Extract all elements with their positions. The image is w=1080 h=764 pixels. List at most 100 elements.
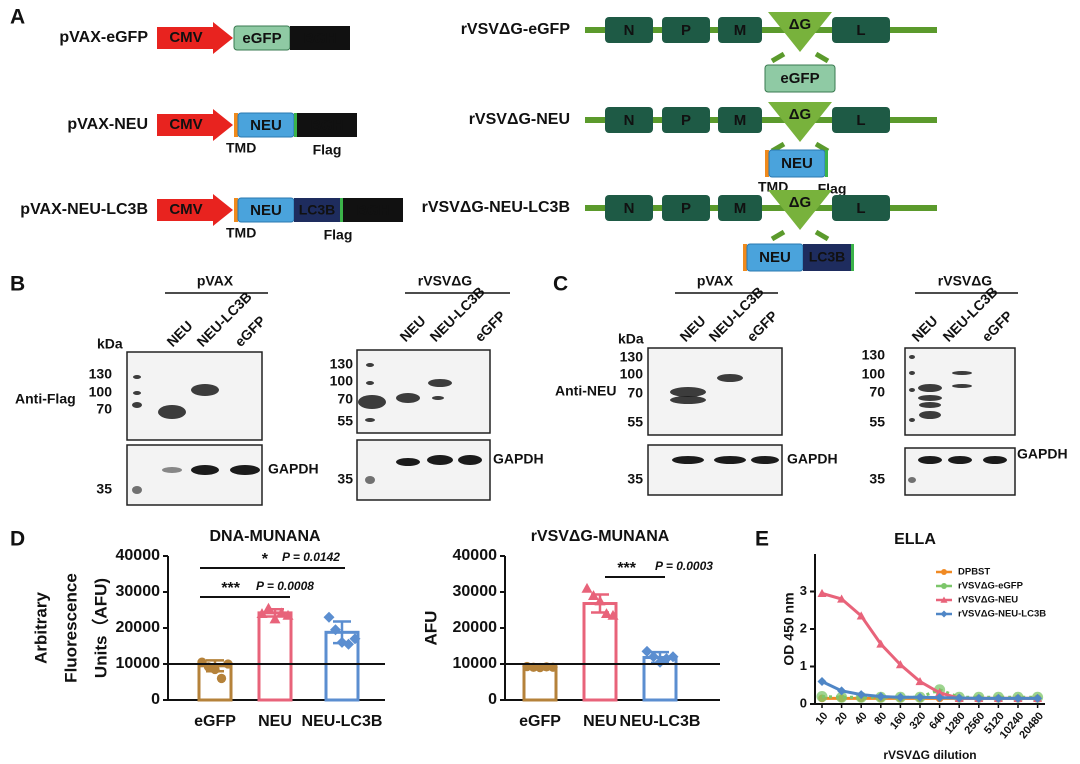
- marker-label: 55: [627, 414, 643, 430]
- blot-membrane: [904, 347, 1016, 436]
- data-point: [895, 692, 905, 702]
- blot-band: [918, 395, 942, 401]
- data-point: [588, 590, 599, 600]
- gene-label: M: [734, 112, 747, 129]
- gene-box: [605, 107, 653, 133]
- fusion-label: LC3B: [299, 202, 336, 218]
- marker-label: 35: [627, 471, 643, 487]
- data-point: [816, 690, 828, 703]
- gene-box: [662, 17, 710, 43]
- bar: [257, 611, 293, 702]
- group-label: pVAX: [197, 273, 234, 289]
- blot-band: [918, 456, 942, 464]
- data-point: [343, 638, 354, 650]
- blot-band: [918, 384, 942, 392]
- blot-membrane: [647, 444, 783, 496]
- y-tick-label: 40000: [453, 547, 498, 564]
- data-point: [817, 588, 827, 597]
- series-line: [821, 680, 1038, 700]
- gene-box: [662, 107, 710, 133]
- blot-band: [366, 381, 374, 385]
- data-point: [263, 602, 274, 613]
- tmd-segment: [765, 150, 769, 177]
- blot-band: [358, 395, 386, 409]
- blot-band: [909, 371, 915, 375]
- promoter-arrow: [157, 109, 233, 141]
- x-tick-label: 1280: [943, 710, 968, 736]
- blot-band: [427, 455, 453, 465]
- data-point: [817, 677, 827, 686]
- marker-label: 35: [869, 471, 885, 487]
- x-tick-label: 160: [888, 710, 909, 732]
- x-tick-label: 2560: [962, 710, 987, 736]
- terminator-box: [290, 26, 350, 50]
- flag-label: Flag: [313, 142, 342, 158]
- blot-membrane: [647, 347, 783, 436]
- insert-dash: [814, 141, 830, 154]
- data-point: [856, 611, 866, 620]
- construct-name: rVSVΔG-NEU: [469, 111, 570, 128]
- promoter-label: CMV: [169, 29, 202, 46]
- gene-box: [832, 195, 890, 221]
- lane-label: eGFP: [231, 313, 268, 350]
- y-tick-label: 30000: [116, 583, 161, 600]
- flag-segment: [825, 150, 828, 177]
- blot-membrane: [126, 351, 263, 441]
- fusion-label: LC3B: [809, 249, 846, 265]
- marker-label: 100: [620, 366, 644, 382]
- y-tick-label: 2: [800, 620, 807, 635]
- blot-band: [908, 477, 916, 483]
- y-tick-label: 10000: [116, 655, 161, 672]
- insert-label: NEU: [250, 117, 282, 134]
- data-point: [915, 692, 925, 702]
- insert-dash: [770, 229, 786, 242]
- blot-membrane: [356, 349, 491, 434]
- blot-band: [365, 418, 375, 422]
- data-point: [876, 639, 886, 648]
- legend-marker: [940, 596, 948, 603]
- data-point: [954, 693, 964, 703]
- significance-stars: ***: [221, 580, 240, 597]
- flag-segment: [294, 113, 297, 137]
- insert-dash: [814, 229, 830, 242]
- legend-label: rVSVΔG-eGFP: [958, 581, 1024, 592]
- terminator-box: [297, 113, 357, 137]
- terminator-box: [343, 198, 403, 222]
- blot-band: [396, 393, 420, 403]
- blot-band: [670, 387, 706, 397]
- data-point: [837, 686, 847, 696]
- y-tick-label: 3: [800, 583, 807, 598]
- blot-band: [919, 402, 941, 408]
- y-tick-label: 20000: [116, 619, 161, 636]
- insert-dash: [814, 51, 830, 64]
- marker-label: 100: [89, 384, 113, 400]
- gene-label: N: [624, 200, 635, 217]
- chart-title: DNA-MUNANA: [209, 528, 321, 545]
- kda-label: kDa: [618, 331, 644, 347]
- legend-marker: [941, 583, 947, 589]
- legend-marker: [941, 569, 947, 575]
- blot-band: [162, 467, 182, 473]
- lane-label: NEU: [396, 313, 428, 345]
- blot-band: [670, 396, 706, 404]
- blot-band: [458, 455, 482, 465]
- construct-name: rVSVΔG-NEU-LC3B: [422, 199, 570, 216]
- antibody-label: Anti-NEU: [555, 383, 616, 399]
- gene-label: M: [734, 22, 747, 39]
- x-tick-label: NEU-LC3B: [302, 713, 383, 730]
- blot-band: [230, 465, 260, 475]
- gene-label: L: [856, 112, 865, 129]
- data-point: [581, 582, 593, 593]
- marker-label: 55: [337, 413, 353, 429]
- data-point: [607, 609, 619, 620]
- data-point: [667, 651, 679, 663]
- marker-label: 55: [869, 414, 885, 430]
- y-tick-label: 30000: [453, 583, 498, 600]
- gene-box: [718, 17, 762, 43]
- x-tick-label: NEU: [583, 713, 617, 730]
- gene-label: N: [624, 112, 635, 129]
- lane-label: NEU: [676, 313, 708, 345]
- tmd-segment: [743, 244, 747, 271]
- construct-name: pVAX-eGFP: [59, 29, 148, 46]
- marker-label: 70: [96, 401, 112, 417]
